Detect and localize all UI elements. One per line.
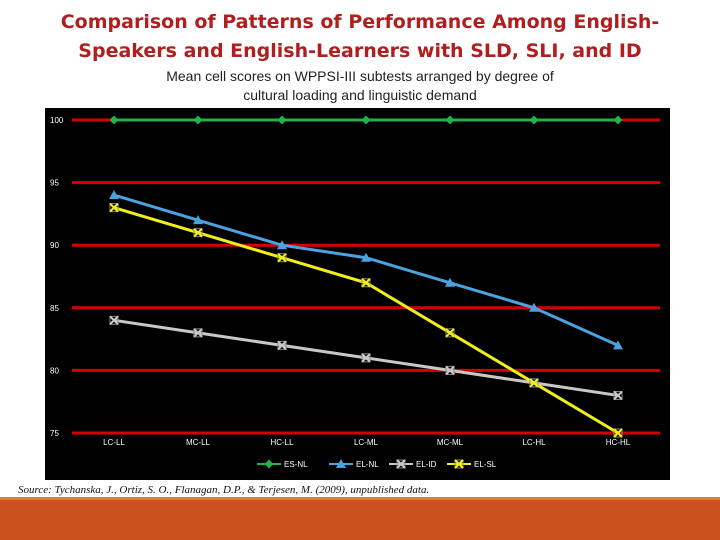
data-point — [529, 378, 539, 388]
data-point — [193, 227, 203, 238]
data-point — [277, 253, 287, 263]
x-tick-label: LC-HL — [522, 438, 546, 447]
data-point-box — [361, 353, 371, 363]
data-point-cross — [613, 390, 623, 401]
y-tick-label: 90 — [50, 241, 59, 250]
data-point-cross — [361, 278, 371, 288]
data-point — [193, 215, 203, 225]
y-tick-label: 80 — [50, 366, 59, 375]
data-point — [264, 459, 274, 469]
data-point — [445, 328, 455, 338]
data-point — [361, 252, 371, 262]
data-point-cross — [109, 202, 119, 213]
chart-subtitle-line-1: Mean cell scores on WPPSI-III subtests a… — [166, 68, 554, 84]
data-point — [109, 115, 119, 125]
x-tick-label: HC-HL — [606, 438, 631, 447]
data-point — [529, 302, 539, 312]
data-point-cross — [277, 340, 287, 351]
data-point — [277, 240, 287, 250]
data-point-cross — [109, 315, 119, 326]
data-point — [445, 115, 455, 125]
data-point-box — [613, 390, 623, 400]
x-tick-label: HC-LL — [270, 438, 294, 447]
data-point-cross — [445, 365, 455, 376]
footer-accent-line — [0, 497, 720, 500]
data-point — [396, 459, 406, 469]
data-point — [277, 115, 287, 125]
line-chart: 100 95 90 85 80 75 LC-LL MC-LL HC-LL LC-ML MC-ML LC… — [45, 108, 670, 480]
data-point-cross — [396, 459, 406, 469]
data-point-box — [445, 328, 455, 338]
data-point — [529, 115, 539, 125]
data-point-box — [396, 459, 406, 469]
data-point-cross — [454, 459, 464, 469]
data-point-cross — [529, 378, 539, 388]
legend-label: ES-NL — [284, 460, 308, 469]
source-citation: Source: Tychanska, J., Ortiz, S. O., Fla… — [18, 484, 430, 496]
data-point-cross — [193, 227, 203, 238]
series-line — [113, 206, 619, 435]
data-point-box — [193, 228, 203, 238]
legend-label: EL-ID — [416, 460, 437, 469]
data-point-box — [277, 340, 287, 350]
series-line — [113, 193, 619, 347]
data-point-box — [613, 428, 623, 438]
data-point — [445, 365, 455, 376]
legend-label: EL-SL — [474, 460, 497, 469]
chart-subtitle: Mean cell scores on WPPSI-III subtests a… — [120, 67, 600, 105]
data-point-box — [529, 378, 539, 388]
data-point — [361, 353, 371, 363]
data-point — [613, 390, 623, 401]
y-tick-label: 75 — [50, 429, 59, 438]
data-point-cross — [193, 328, 203, 338]
x-tick-label: LC-LL — [103, 438, 125, 447]
data-point-box — [109, 203, 119, 213]
data-point — [613, 115, 623, 125]
data-point — [613, 340, 623, 350]
data-point — [193, 115, 203, 125]
data-point — [277, 340, 287, 351]
data-point-cross — [361, 353, 371, 363]
slide-title-line-1: Comparison of Patterns of Performance Am… — [60, 11, 660, 33]
data-point-box — [361, 278, 371, 288]
y-tick-label: 95 — [50, 179, 59, 188]
data-point-cross — [277, 253, 287, 263]
data-point-cross — [613, 428, 623, 438]
data-point — [361, 278, 371, 288]
data-point — [109, 202, 119, 213]
data-point — [445, 277, 455, 287]
chart-subtitle-line-2: cultural loading and linguistic demand — [243, 87, 477, 103]
data-point — [336, 459, 346, 468]
data-point-box — [277, 253, 287, 263]
data-point-box — [454, 459, 464, 469]
x-tick-label: LC-ML — [354, 438, 379, 447]
x-tick-label: MC-LL — [186, 438, 211, 447]
data-point — [454, 459, 464, 469]
data-point — [361, 115, 371, 125]
data-point-box — [445, 365, 455, 375]
x-tick-label: MC-ML — [437, 438, 464, 447]
data-point — [613, 428, 623, 438]
footer-bar — [0, 497, 720, 540]
data-point — [109, 315, 119, 326]
y-tick-label: 85 — [50, 304, 59, 313]
data-point-box — [109, 315, 119, 325]
data-point-cross — [445, 328, 455, 338]
slide-title: Comparison of Patterns of Performance Am… — [40, 8, 680, 66]
chart-canvas: 100 95 90 85 80 75 LC-LL MC-LL HC-LL LC-ML MC-ML LC… — [50, 115, 660, 469]
data-point — [109, 190, 119, 200]
y-tick-label: 100 — [50, 116, 64, 125]
slide-title-line-2: Speakers and English-Learners with SLD, … — [78, 40, 642, 62]
legend-label: EL-NL — [356, 460, 379, 469]
data-point-box — [193, 328, 203, 338]
data-point — [193, 328, 203, 338]
